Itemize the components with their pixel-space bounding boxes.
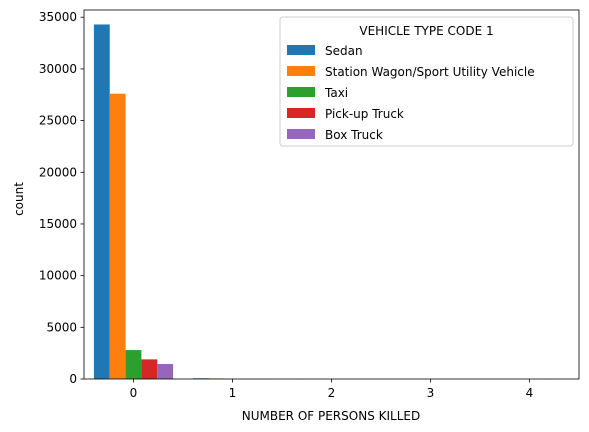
bar-station-wagon-sport-utility-vehicle-x0	[109, 93, 126, 379]
legend-title: VEHICLE TYPE CODE 1	[359, 24, 493, 38]
x-tick-label: 2	[328, 386, 336, 400]
legend-label-sedan: Sedan	[325, 44, 363, 58]
y-tick-label: 15000	[39, 217, 77, 231]
legend-swatch-box-truck	[287, 129, 315, 139]
bar-box-truck-x0	[157, 364, 174, 379]
y-tick-label: 25000	[39, 114, 77, 128]
legend-box	[279, 16, 574, 147]
legend-label-box-truck: Box Truck	[325, 128, 383, 142]
legend-swatch-station-wagon-sport-utility-vehicle	[287, 66, 315, 76]
y-tick-label: 5000	[46, 320, 77, 334]
x-tick-label: 1	[229, 386, 237, 400]
legend-label-taxi: Taxi	[324, 86, 348, 100]
legend-swatch-taxi	[287, 87, 315, 97]
bar-taxi-x0	[125, 350, 142, 379]
legend: VEHICLE TYPE CODE 1 Sedan Station Wagon/Sp…	[279, 16, 574, 147]
legend-label-pick-up-truck: Pick-up Truck	[325, 107, 404, 121]
x-axis-label: NUMBER OF PERSONS KILLED	[242, 409, 420, 423]
y-tick-label: 20000	[39, 165, 77, 179]
x-tick-label: 4	[526, 386, 534, 400]
y-tick-label: 0	[69, 372, 77, 386]
bars-layer	[93, 24, 554, 379]
axes-layer: 0 5000 10000 15000 20000 25000 30000 35000 0 1 2 3 4	[39, 9, 580, 400]
y-tick-label: 35000	[39, 10, 77, 24]
x-tick-label: 3	[427, 386, 435, 400]
legend-swatch-sedan	[287, 45, 315, 55]
y-tick-label: 10000	[39, 269, 77, 283]
y-tick-label: 30000	[39, 62, 77, 76]
legend-swatch-pick-up-truck	[287, 108, 315, 118]
bar-sedan-x0	[93, 24, 110, 379]
y-axis-label: count	[12, 182, 26, 216]
legend-label-station-wagon-sport-utility-vehicle: Station Wagon/Sport Utility Vehicle	[325, 65, 535, 79]
bar-pick-up-truck-x0	[141, 359, 158, 379]
x-tick-label: 0	[130, 386, 138, 400]
